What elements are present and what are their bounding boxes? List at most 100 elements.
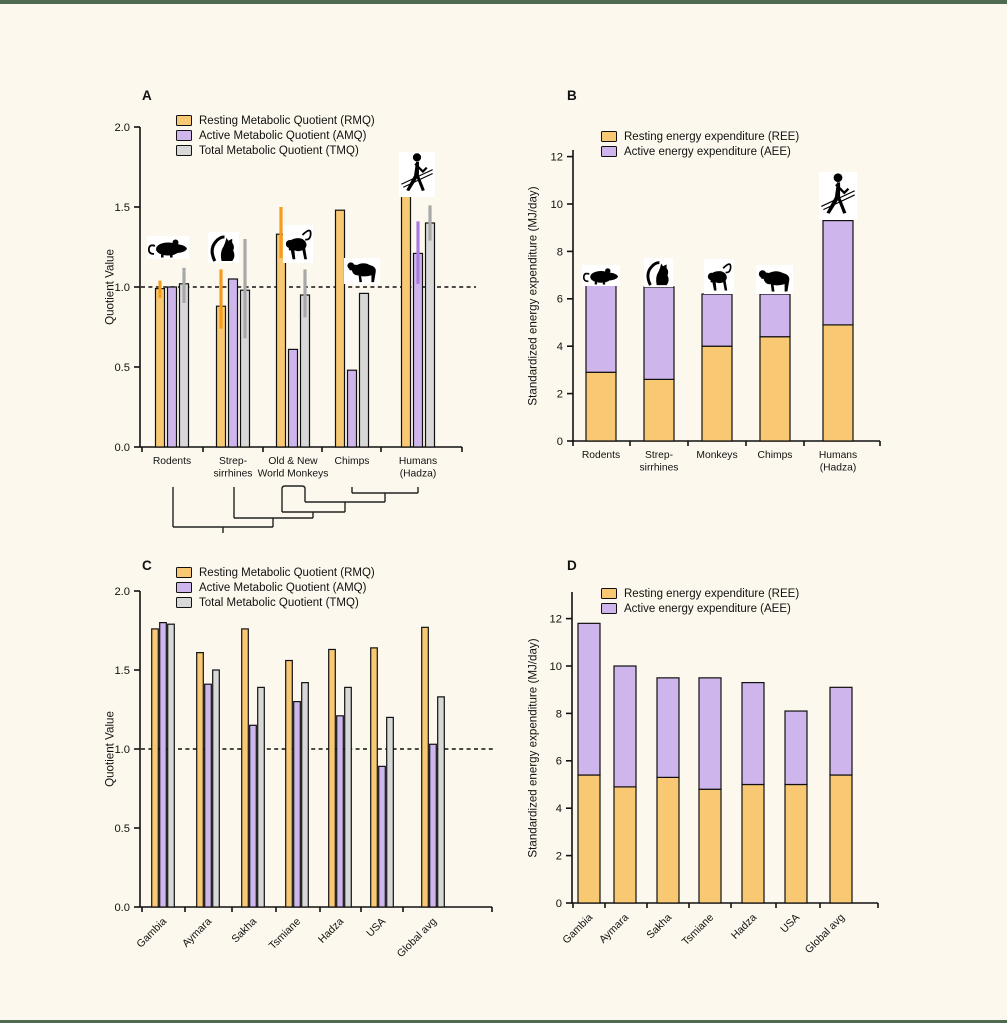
legend-item-RMQ: Resting Metabolic Quotient (RMQ)	[176, 565, 375, 580]
legend-D: Resting energy expenditure (REE) Active e…	[601, 586, 799, 616]
legend-item-RMQ: Resting Metabolic Quotient (RMQ)	[176, 113, 375, 128]
legend-label-RMQ: Resting Metabolic Quotient (RMQ)	[199, 566, 375, 579]
bar-TMQ-5	[386, 716, 394, 908]
y-tick-label: 8	[557, 246, 563, 258]
bar-AMQ-1	[227, 278, 239, 448]
bar-REE-1	[613, 786, 637, 904]
x-category-label: (Hadza)	[820, 463, 857, 474]
bar-TMQ-3	[301, 682, 309, 908]
bar-REE-2	[701, 345, 733, 442]
legend-item-TMQ: Total Metabolic Quotient (TMQ)	[176, 143, 375, 158]
x-category-label: USA	[778, 911, 803, 936]
bar-REE-4	[822, 324, 854, 442]
x-category-label: Sakha	[644, 912, 674, 942]
bar-TMQ-4	[344, 686, 352, 908]
x-category-label: (Hadza)	[400, 469, 437, 480]
y-tick-label: 6	[556, 756, 562, 768]
legend-swatch-TMQ	[176, 145, 192, 156]
y-tick-label: 0	[557, 436, 563, 448]
bar-REE-6	[829, 774, 853, 904]
x-category-label: Humans	[399, 456, 437, 467]
bar-RMQ-4	[400, 184, 412, 448]
legend-swatch-RMQ	[176, 567, 192, 578]
legend-label-AMQ: Active Metabolic Quotient (AMQ)	[199, 581, 367, 594]
bar-TMQ-0	[167, 623, 175, 908]
bar-AEE-3	[698, 677, 722, 790]
panel-d-y-axis-title: Standardized energy expenditure (MJ/day)	[526, 638, 540, 858]
x-category-label: Rodents	[582, 450, 620, 461]
bar-AMQ-0	[166, 286, 178, 448]
x-category-label: Global avg	[395, 916, 439, 960]
panel-c-label: C	[142, 558, 152, 573]
bar-RMQ-4	[328, 648, 336, 908]
bar-AEE-1	[613, 665, 637, 788]
bar-TMQ-2	[257, 686, 265, 908]
bar-RMQ-5	[370, 647, 378, 908]
bar-RMQ-2	[241, 628, 249, 908]
bar-TMQ-3	[358, 292, 370, 448]
y-tick-label: 8	[556, 708, 562, 720]
x-category-label: Old & New	[268, 456, 318, 467]
bar-AEE-3	[759, 293, 791, 338]
panel-a-y-axis-title: Quotient Value	[103, 249, 117, 325]
x-category-label: sirrhines	[640, 463, 679, 474]
y-tick-label: 0	[556, 898, 562, 910]
y-tick-label: 12	[550, 614, 562, 626]
y-tick-label: 2	[556, 851, 562, 863]
y-tick-label: 0.0	[114, 902, 130, 914]
y-tick-label: 1.0	[114, 282, 130, 294]
bar-RMQ-0	[151, 628, 159, 908]
x-category-label: Tsmiane	[680, 912, 716, 948]
x-category-label: Strep-	[645, 450, 673, 461]
bar-TMQ-4	[424, 222, 436, 448]
y-tick-label: 10	[550, 661, 562, 673]
legend-item-AEE: Active energy expenditure (AEE)	[601, 144, 799, 159]
bar-TMQ-6	[437, 696, 445, 908]
legend-swatch-AMQ	[176, 130, 192, 141]
bar-TMQ-1	[212, 669, 220, 908]
bar-AEE-6	[829, 686, 853, 776]
y-tick-label: 0.0	[114, 442, 130, 454]
bar-AEE-0	[577, 622, 601, 776]
x-category-label: Gambia	[560, 912, 595, 947]
y-tick-label: 2.0	[114, 122, 130, 134]
panel-C-plot: 0.0 0.5 1.0 1.5 2.0 Gambia Aymara Sakha Tsmiane H…	[114, 586, 496, 960]
bar-AMQ-5	[378, 765, 386, 908]
x-category-label: World Monkeys	[258, 469, 329, 480]
bar-REE-0	[577, 774, 601, 904]
bar-RMQ-3	[334, 209, 346, 448]
bar-AEE-1	[643, 286, 675, 380]
bar-RMQ-6	[421, 626, 429, 908]
y-tick-label: 1.0	[114, 744, 130, 756]
panel-D-plot: 0 2 4 6 8 10 12 Gambia Aymara Sakha Tsmiane Hadza US…	[550, 592, 879, 956]
legend-swatch-AEE	[601, 603, 617, 614]
bar-AEE-4	[822, 219, 854, 326]
x-category-label: Humans	[819, 450, 857, 461]
bar-REE-3	[698, 788, 722, 904]
y-tick-label: 2.0	[114, 586, 130, 598]
x-category-label: Strep-	[219, 456, 247, 467]
bar-AMQ-4	[336, 715, 344, 908]
legend-swatch-AMQ	[176, 582, 192, 593]
legend-B: Resting energy expenditure (REE) Active e…	[601, 129, 799, 159]
x-category-label: Hadza	[316, 916, 346, 946]
y-tick-label: 0.5	[114, 823, 130, 835]
x-category-label: Hadza	[729, 912, 759, 942]
bar-RMQ-0	[154, 288, 166, 448]
y-tick-label: 1.5	[114, 202, 130, 214]
panel-A-plot: 0.0 0.5 1.0 1.5 2.0 Rodents Strep-sirrhines Old…	[114, 122, 476, 533]
legend-swatch-AEE	[601, 146, 617, 157]
x-category-label: Tsmiane	[267, 916, 303, 952]
bar-AMQ-2	[287, 348, 299, 448]
bar-REE-4	[741, 783, 765, 904]
y-tick-label: 0.5	[114, 362, 130, 374]
panel-B-plot: 0 2 4 6 8 10 12 Rodents Strep-sirrhines Monkeys Ch…	[551, 150, 881, 474]
bar-REE-5	[784, 783, 808, 904]
legend-label-REE: Resting energy expenditure (REE)	[624, 130, 800, 143]
y-tick-label: 2	[557, 389, 563, 401]
legend-item-AMQ: Active Metabolic Quotient (AMQ)	[176, 580, 375, 595]
top-border	[0, 0, 1007, 4]
x-category-label: Gambia	[134, 916, 169, 951]
bar-AMQ-3	[346, 369, 358, 448]
